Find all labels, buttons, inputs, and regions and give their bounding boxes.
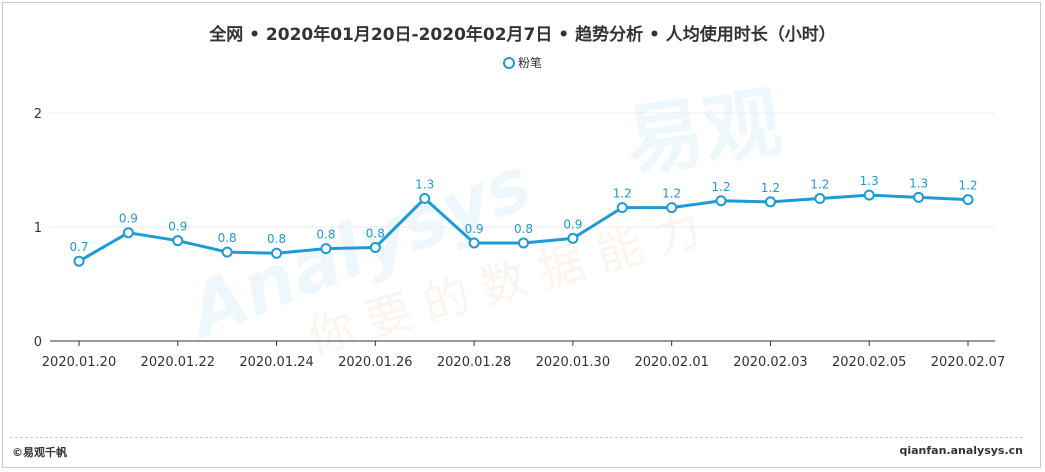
legend-label: 粉笔 — [517, 56, 542, 70]
data-label: 0.9 — [465, 222, 484, 236]
y-tick-label: 0 — [34, 335, 42, 350]
x-tick-label: 2020.01.28 — [437, 355, 511, 370]
data-label: 1.2 — [613, 187, 632, 201]
data-point — [764, 196, 776, 208]
data-point — [518, 237, 529, 249]
data-label: 0.9 — [168, 220, 187, 234]
data-label: 1.2 — [810, 178, 829, 192]
data-point — [913, 191, 925, 203]
x-tick-label: 2020.01.24 — [239, 355, 313, 370]
data-label: 0.8 — [316, 228, 335, 242]
chart-legend[interactable]: 粉笔 — [0, 54, 1045, 71]
x-tick-label: 2020.02.07 — [931, 355, 1005, 370]
data-label: 0.8 — [218, 231, 237, 245]
data-point — [666, 202, 678, 214]
data-point — [271, 247, 283, 259]
x-tick-label: 2020.01.30 — [536, 355, 610, 370]
data-label: 1.3 — [860, 174, 879, 188]
data-label: 0.9 — [563, 217, 582, 231]
data-point — [863, 189, 875, 201]
data-point — [122, 227, 134, 239]
x-tick-label: 2020.01.26 — [338, 355, 412, 370]
data-point — [715, 195, 727, 207]
data-label: 1.2 — [662, 187, 681, 201]
data-label: 0.8 — [366, 227, 385, 241]
x-tick-label: 2020.01.22 — [141, 355, 215, 370]
data-point — [419, 193, 431, 204]
footer-site: qianfan.analysys.cn — [899, 444, 1023, 457]
x-tick-label: 2020.02.01 — [634, 355, 708, 370]
data-label: 1.3 — [415, 178, 434, 192]
data-label: 0.9 — [119, 212, 138, 226]
footer-divider — [10, 437, 1023, 438]
data-point — [369, 242, 381, 254]
data-label: 0.8 — [514, 222, 533, 236]
data-point — [172, 235, 184, 247]
chart-title: 全网 • 2020年01月20日-2020年02月7日 • 趋势分析 • 人均使… — [209, 25, 836, 45]
data-label: 0.8 — [267, 232, 286, 246]
data-label: 0.7 — [69, 240, 88, 254]
data-label: 1.2 — [712, 180, 731, 194]
x-tick-label: 2020.02.05 — [832, 355, 906, 370]
y-tick-label: 2 — [34, 107, 42, 122]
legend-marker-icon — [502, 57, 515, 69]
data-point — [468, 237, 480, 249]
y-tick-label: 1 — [34, 221, 42, 236]
data-point — [73, 255, 85, 267]
data-point — [616, 202, 628, 214]
data-point — [814, 193, 826, 204]
data-point — [320, 243, 332, 255]
x-tick-label: 2020.02.03 — [733, 355, 807, 370]
data-point — [962, 194, 974, 206]
data-label: 1.2 — [761, 181, 780, 195]
data-point — [221, 246, 233, 258]
x-tick-label: 2020.01.20 — [42, 355, 116, 370]
data-label: 1.2 — [958, 179, 977, 193]
data-point — [567, 232, 579, 244]
footer-copyright: ©易观千帆 — [12, 446, 67, 459]
data-label: 1.3 — [909, 176, 928, 190]
